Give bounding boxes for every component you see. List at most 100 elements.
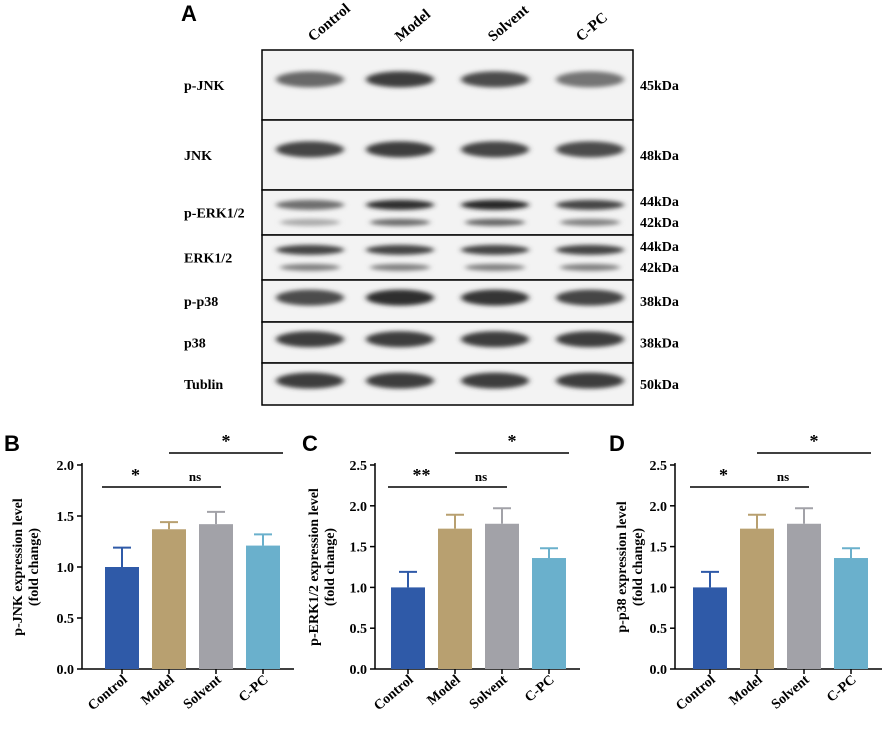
kda-label: 38kDa <box>640 295 679 310</box>
bar-c-pc <box>246 545 280 669</box>
blot-band-lower <box>370 218 430 226</box>
significance-label: ns <box>189 469 201 484</box>
blot-band <box>276 331 344 348</box>
y-tick-label: 2.0 <box>650 500 668 515</box>
significance-label: * <box>131 465 140 485</box>
bar-solvent <box>199 524 233 669</box>
blot-band <box>276 141 344 158</box>
significance-label: ns <box>777 469 789 484</box>
blot-row-p-erk1-2: p-ERK1/2 44kDa 42kDa <box>184 189 679 236</box>
y-tick-label: 0.5 <box>57 612 75 627</box>
blot-band <box>461 289 529 306</box>
blot-band <box>276 244 344 255</box>
y-axis-label: p-p38 expression level <box>615 501 630 632</box>
x-tick-label-control: Control <box>673 673 718 714</box>
kda-label: 44kDa <box>640 240 679 255</box>
y-tick-label: 2.0 <box>57 459 75 474</box>
y-tick-label: 0.0 <box>350 663 368 678</box>
kda-label: 42kDa <box>640 216 679 231</box>
x-tick-label-model: Model <box>139 673 178 709</box>
bar-solvent <box>485 523 519 669</box>
significance-label: * <box>719 465 728 485</box>
blot-label-p-erk1-2: p-ERK1/2 <box>184 207 245 222</box>
y-axis-label: (fold change) <box>27 528 42 607</box>
kda-label: 38kDa <box>640 337 679 352</box>
blot-strip <box>261 189 634 236</box>
y-tick-label: 0.5 <box>650 622 668 637</box>
blot-band <box>276 372 344 389</box>
kda-label: 50kDa <box>640 378 679 393</box>
x-tick-label-model: Model <box>727 673 766 709</box>
blot-band <box>366 372 434 389</box>
blot-row-p-p38: p-p38 38kDa <box>184 279 679 323</box>
blot-row-jnk: JNK 48kDa <box>184 119 679 191</box>
x-tick-label-c-pc: C-PC <box>522 673 557 706</box>
blot-band <box>556 372 624 389</box>
bar-control <box>391 587 425 669</box>
kda-label: 45kDa <box>640 79 679 94</box>
y-axis-label: p-ERK1/2 expression level <box>307 488 322 646</box>
lane-label-c-pc: C-PC <box>573 10 611 45</box>
blot-band <box>276 71 344 88</box>
blot-band <box>461 372 529 389</box>
blot-band <box>556 141 624 158</box>
significance-label: ** <box>413 465 431 485</box>
bar-control <box>105 567 139 669</box>
blot-band-lower <box>370 263 430 271</box>
blot-band <box>556 289 624 306</box>
y-tick-label: 1.5 <box>57 510 75 525</box>
significance-label: * <box>222 431 231 451</box>
blot-band <box>366 71 434 88</box>
bar-control <box>693 587 727 669</box>
blot-band <box>366 199 434 210</box>
blot-row-p38: p38 38kDa <box>184 321 679 364</box>
x-tick-label-solvent: Solvent <box>181 672 225 712</box>
blot-band-lower <box>280 218 340 226</box>
blot-band <box>556 244 624 255</box>
lane-label-solvent: Solvent <box>485 2 532 45</box>
y-tick-label: 0.5 <box>350 622 368 637</box>
kda-label: 48kDa <box>640 149 679 164</box>
kda-label: 42kDa <box>640 261 679 276</box>
blot-band <box>276 289 344 306</box>
blot-label-tublin: Tublin <box>184 378 223 393</box>
y-tick-label: 2.0 <box>350 500 368 515</box>
y-tick-label: 1.5 <box>650 541 668 556</box>
blot-band-lower <box>280 263 340 271</box>
bar-c-pc <box>532 558 566 669</box>
blot-band <box>366 289 434 306</box>
chart-p-erk: 0.0 0.5 1.0 1.5 2.0 2.5 p-ERK1/2 expression le… <box>307 431 580 714</box>
panel-letter-d: D <box>609 431 625 456</box>
y-tick-label: 0.0 <box>57 663 75 678</box>
blot-row-p-jnk: p-JNK 45kDa <box>184 49 679 121</box>
y-axis-label: (fold change) <box>631 528 646 607</box>
kda-label: 44kDa <box>640 195 679 210</box>
x-tick-label-solvent: Solvent <box>467 672 511 712</box>
y-tick-label: 1.0 <box>350 581 368 596</box>
y-tick-label: 0.0 <box>650 663 668 678</box>
blot-label-erk1-2: ERK1/2 <box>184 252 232 267</box>
significance-label: * <box>810 431 819 451</box>
bar-model <box>152 529 186 669</box>
significance-label: ns <box>475 469 487 484</box>
blot-band-lower <box>465 263 525 271</box>
significance-label: * <box>508 431 517 451</box>
y-tick-label: 1.0 <box>57 561 75 576</box>
blot-band-lower <box>465 218 525 226</box>
blot-label-p-p38: p-p38 <box>184 295 218 310</box>
bar-c-pc <box>834 558 868 669</box>
x-tick-label-model: Model <box>425 673 464 709</box>
lane-label-control: Control <box>305 1 353 45</box>
bar-solvent <box>787 523 821 669</box>
blot-band <box>461 331 529 348</box>
lane-label-model: Model <box>392 7 434 46</box>
x-tick-label-control: Control <box>85 673 130 714</box>
blot-band <box>556 199 624 210</box>
x-tick-label-solvent: Solvent <box>769 672 813 712</box>
blot-row-tublin: Tublin 50kDa <box>184 362 679 406</box>
blot-strip <box>261 234 634 281</box>
y-tick-label: 2.5 <box>350 459 368 474</box>
bar-model <box>438 528 472 669</box>
blot-band <box>366 331 434 348</box>
